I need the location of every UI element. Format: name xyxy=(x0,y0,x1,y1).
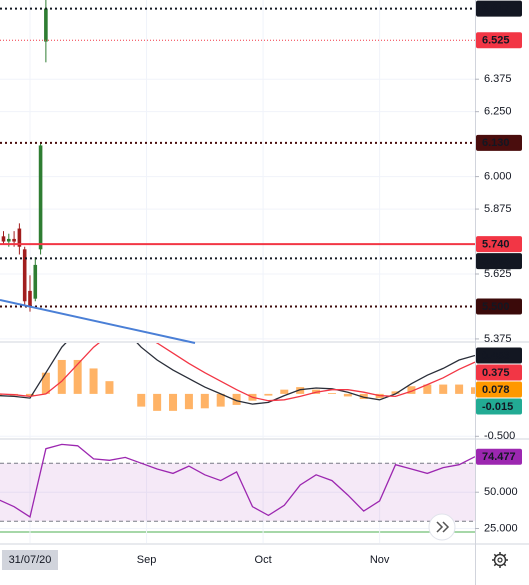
price-label: 6.130 xyxy=(482,137,510,149)
candle-body xyxy=(12,238,16,242)
histogram-bar xyxy=(343,393,352,397)
price-label: 6.525 xyxy=(482,35,510,47)
price-label-box xyxy=(476,448,522,465)
histogram-bar xyxy=(423,384,432,394)
price-panel xyxy=(0,0,475,341)
macd-panel xyxy=(0,343,475,438)
histogram-bar xyxy=(391,391,400,394)
axes: 5.375 5.625 5.875 6.000 6.250 6.375 6.647 6.525… xyxy=(1,0,522,570)
histogram-bar xyxy=(232,393,241,405)
candle-body xyxy=(1,236,6,242)
histogram-bar xyxy=(25,393,34,396)
price-label: 5.685 xyxy=(482,256,510,268)
price-label-box xyxy=(476,298,522,315)
x-tick-label: Nov xyxy=(370,554,390,566)
x-tick-label: Oct xyxy=(255,554,272,566)
histogram-bar xyxy=(216,393,225,407)
price-label-box xyxy=(476,134,522,151)
price-label-box xyxy=(476,32,522,49)
price-label-box xyxy=(476,0,522,17)
price-label: 5.500 xyxy=(482,301,510,313)
trend-line xyxy=(0,299,196,344)
candle-body xyxy=(33,264,38,299)
scroll-button[interactable] xyxy=(428,513,456,541)
price-label: 6.647 xyxy=(482,3,510,15)
histogram-bar xyxy=(439,384,448,394)
histogram-bar xyxy=(41,372,50,394)
price-label: 0.375 xyxy=(482,367,510,379)
histogram-bar xyxy=(0,393,3,396)
histogram-bar xyxy=(359,393,368,399)
price-label-box xyxy=(476,364,522,381)
histogram-bar xyxy=(264,393,273,396)
candle-body xyxy=(6,238,11,242)
y-tick-label: 25.000 xyxy=(484,522,518,534)
series-line xyxy=(0,343,475,402)
x-tick-label: Sep xyxy=(137,554,157,566)
candle-body xyxy=(38,145,43,250)
y-tick-label: 50.000 xyxy=(484,486,518,498)
price-label-box xyxy=(476,347,522,364)
y-tick-label: 6.250 xyxy=(484,106,512,118)
histogram-bar xyxy=(280,389,289,394)
price-label: -0.015 xyxy=(482,401,513,413)
series-line xyxy=(0,443,475,518)
candle-body xyxy=(44,8,48,42)
y-tick-label: 6.000 xyxy=(484,171,512,183)
price-label-box xyxy=(476,253,522,270)
price-label-box xyxy=(476,398,522,415)
histogram-bar xyxy=(153,393,162,411)
x-tick-label: 31/07/20 xyxy=(9,554,52,566)
histogram-bar xyxy=(296,387,305,394)
histogram-bar xyxy=(137,393,146,407)
candle-body xyxy=(22,249,27,302)
histogram-bar xyxy=(89,368,98,394)
y-tick-label: 5.875 xyxy=(484,203,512,215)
price-label-box xyxy=(476,236,522,253)
y-tick-label: -0.500 xyxy=(484,430,515,442)
candle-body xyxy=(28,290,32,307)
histogram-bar xyxy=(57,359,66,394)
histogram-bar xyxy=(105,381,114,394)
settings-icon[interactable] xyxy=(492,552,508,568)
price-label: 74.477 xyxy=(482,451,516,463)
histogram-bar xyxy=(184,393,193,410)
series-line xyxy=(0,343,475,405)
histogram-bar xyxy=(73,359,82,394)
histogram-bar xyxy=(455,384,464,394)
histogram-bar xyxy=(200,393,209,409)
candle-body xyxy=(17,228,22,247)
y-tick-label: 6.375 xyxy=(484,73,512,85)
rsi-band xyxy=(0,463,475,522)
price-label-box xyxy=(476,381,522,398)
price-label: 5.740 xyxy=(482,239,510,251)
histogram-bar xyxy=(327,393,336,394)
histogram-bar xyxy=(471,387,475,394)
histogram-bar xyxy=(407,386,416,394)
y-tick-label: 5.375 xyxy=(484,333,512,345)
x-tick-highlight xyxy=(1,550,58,570)
price-label: 0.453 xyxy=(482,350,510,362)
price-label: 0.078 xyxy=(482,384,510,396)
y-tick-label: 5.625 xyxy=(484,268,512,280)
histogram-bar xyxy=(169,393,178,411)
rsi-panel xyxy=(0,440,475,543)
